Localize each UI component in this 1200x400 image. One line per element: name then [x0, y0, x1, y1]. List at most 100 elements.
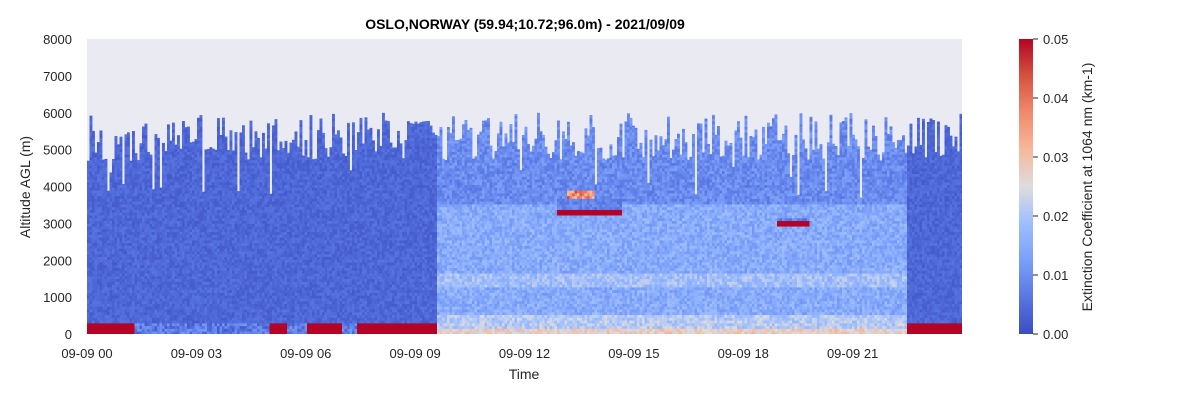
heatmap-cell: [222, 237, 225, 240]
heatmap-cell: [207, 284, 210, 287]
heatmap-cell: [125, 190, 128, 193]
heatmap-cell: [162, 287, 165, 290]
heatmap-column: [257, 138, 260, 334]
heatmap-cell: [225, 163, 228, 166]
heatmap-cell: [155, 293, 158, 296]
heatmap-cell: [162, 212, 165, 215]
heatmap-cell: [135, 248, 138, 251]
heatmap-cell: [130, 248, 133, 251]
heatmap-cell: [192, 204, 195, 207]
heatmap-cell: [140, 315, 143, 318]
heatmap-cell: [250, 290, 253, 293]
heatmap-cell: [262, 317, 265, 320]
heatmap-cell: [230, 157, 233, 160]
heatmap-cell: [200, 273, 203, 276]
heatmap-cell: [125, 140, 128, 143]
heatmap-cell: [242, 212, 245, 215]
heatmap-cell: [107, 243, 110, 246]
heatmap-cell: [245, 176, 248, 179]
heatmap-cell: [237, 207, 240, 210]
heatmap-cell: [105, 185, 108, 188]
heatmap-cell: [147, 273, 150, 276]
heatmap-column: [217, 118, 220, 334]
heatmap-cell: [107, 201, 110, 204]
heatmap-cell: [122, 317, 125, 320]
heatmap-cell: [105, 223, 108, 226]
heatmap-cell: [140, 320, 143, 323]
heatmap-cell: [165, 301, 168, 304]
heatmap-cell: [100, 174, 103, 177]
heatmap-cell: [125, 273, 128, 276]
heatmap-cell: [120, 265, 123, 268]
heatmap-cell: [170, 226, 173, 229]
heatmap-cell: [122, 184, 125, 185]
heatmap-cell: [265, 298, 268, 301]
heatmap-cell: [155, 304, 158, 307]
heatmap-cell: [90, 328, 93, 331]
heatmap-cell: [187, 273, 190, 276]
heatmap-cell: [227, 251, 230, 254]
heatmap-cell: [95, 276, 98, 279]
heatmap-cell: [197, 221, 200, 224]
heatmap-cell: [122, 210, 125, 213]
heatmap-cell: [117, 315, 120, 318]
heatmap-cell: [172, 149, 175, 152]
heatmap-cell: [215, 268, 218, 271]
heatmap-cell: [212, 306, 215, 309]
heatmap-cell: [197, 132, 200, 135]
heatmap-cell: [260, 265, 263, 268]
heatmap-cell: [215, 201, 218, 204]
heatmap-cell: [165, 315, 168, 318]
heatmap-cell: [117, 326, 120, 329]
heatmap-cell: [225, 165, 228, 168]
heatmap-cell: [107, 212, 110, 215]
heatmap-cell: [185, 218, 188, 221]
heatmap-cell: [227, 279, 230, 282]
heatmap-cell: [197, 193, 200, 196]
heatmap-cell: [182, 226, 185, 229]
heatmap-cell: [165, 154, 168, 157]
heatmap-cell: [220, 215, 223, 218]
heatmap-cell: [195, 248, 198, 251]
heatmap-cell: [87, 251, 90, 254]
heatmap-cell: [152, 270, 155, 273]
heatmap-cell: [155, 179, 158, 182]
heatmap-cell: [102, 293, 105, 296]
heatmap-cell: [250, 179, 253, 182]
heatmap-cell: [242, 293, 245, 296]
heatmap-cell: [162, 182, 165, 185]
heatmap-cell: [260, 215, 263, 218]
heatmap-cell: [102, 270, 105, 273]
heatmap-cell: [262, 135, 265, 138]
heatmap-cell: [115, 328, 118, 331]
heatmap-cell: [125, 293, 128, 296]
heatmap-cell: [137, 221, 140, 224]
heatmap-cell: [205, 204, 208, 207]
heatmap-cell: [117, 149, 120, 152]
heatmap-cell: [247, 328, 250, 331]
heatmap-cell: [257, 226, 260, 229]
heatmap-cell: [197, 185, 200, 188]
heatmap-cell: [162, 295, 165, 298]
heatmap-cell: [245, 198, 248, 201]
heatmap-cell: [237, 204, 240, 207]
heatmap-cell: [262, 240, 265, 243]
heatmap-cell: [87, 204, 90, 207]
heatmap-cell: [175, 193, 178, 196]
heatmap-cell: [107, 193, 110, 196]
heatmap-cell: [87, 243, 90, 246]
heatmap-column: [170, 141, 173, 335]
heatmap-cell: [210, 232, 213, 235]
heatmap-cell: [262, 176, 265, 179]
heatmap-cell: [260, 187, 263, 190]
heatmap-cell: [242, 129, 245, 132]
heatmap-cell: [97, 323, 100, 326]
heatmap-cell: [205, 210, 208, 213]
heatmap-cell: [262, 304, 265, 307]
heatmap-cell: [212, 270, 215, 273]
heatmap-cell: [232, 234, 235, 237]
heatmap-cell: [177, 138, 180, 141]
heatmap-cell: [257, 320, 260, 323]
heatmap-cell: [95, 323, 98, 326]
heatmap-cell: [112, 295, 115, 298]
